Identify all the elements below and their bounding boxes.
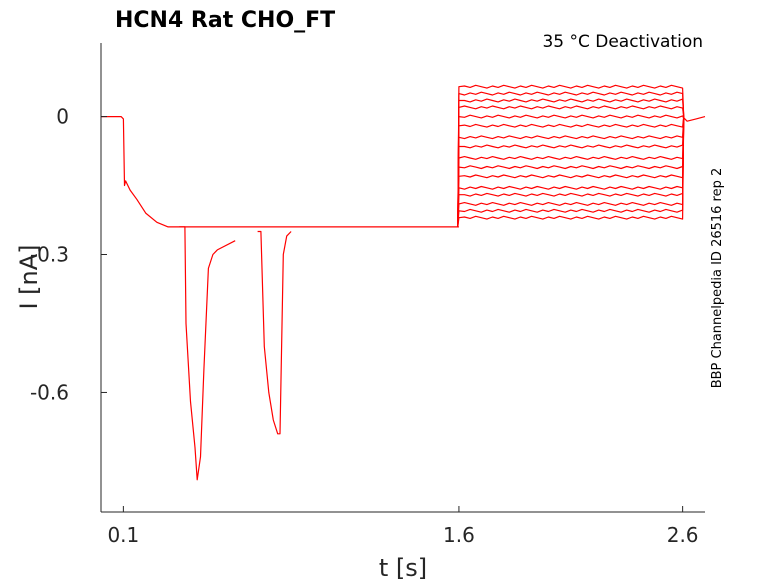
post-trace (682, 116, 706, 122)
tail-trace-9 (457, 116, 685, 227)
tail-trace-14 (457, 116, 685, 227)
x-tick-label: 1.6 (443, 523, 475, 547)
tail-trace-12 (457, 116, 685, 227)
tail-trace-16 (457, 116, 685, 227)
chart-title: HCN4 Rat CHO_FT (115, 8, 335, 33)
y-tick-label: 0 (56, 105, 69, 129)
tail-trace-8 (457, 116, 685, 227)
tail-trace-1 (457, 84, 685, 227)
tail-trace-4 (457, 105, 685, 227)
artifact-trace-2 (257, 230, 292, 435)
tail-trace-15 (457, 116, 685, 227)
plot-area (101, 84, 706, 481)
y-axis-label: I [nA] (15, 244, 43, 309)
x-tick-label: 0.1 (107, 523, 139, 547)
tail-trace-2 (457, 91, 685, 227)
tail-trace-3 (457, 98, 685, 227)
tail-trace-11 (457, 116, 685, 227)
axis-ticks: 0.1 1.6 2.6 0 -0.3 -0.6 (30, 105, 699, 547)
tail-trace-5 (457, 114, 685, 227)
tail-trace-6 (457, 116, 685, 227)
x-tick-label: 2.6 (667, 523, 699, 547)
chart-subtitle: 35 °C Deactivation (542, 32, 703, 52)
x-axis-label: t [s] (379, 554, 427, 582)
y-tick-label: -0.3 (30, 243, 69, 267)
prepulse-trace (101, 116, 459, 228)
artifact-trace-1 (179, 226, 236, 481)
source-note: BBP Channelpedia ID 26516 rep 2 (710, 168, 725, 389)
y-tick-label: -0.6 (30, 380, 69, 404)
tail-trace-10 (457, 116, 685, 227)
tail-trace-13 (457, 116, 685, 227)
tail-trace-7 (457, 116, 685, 227)
